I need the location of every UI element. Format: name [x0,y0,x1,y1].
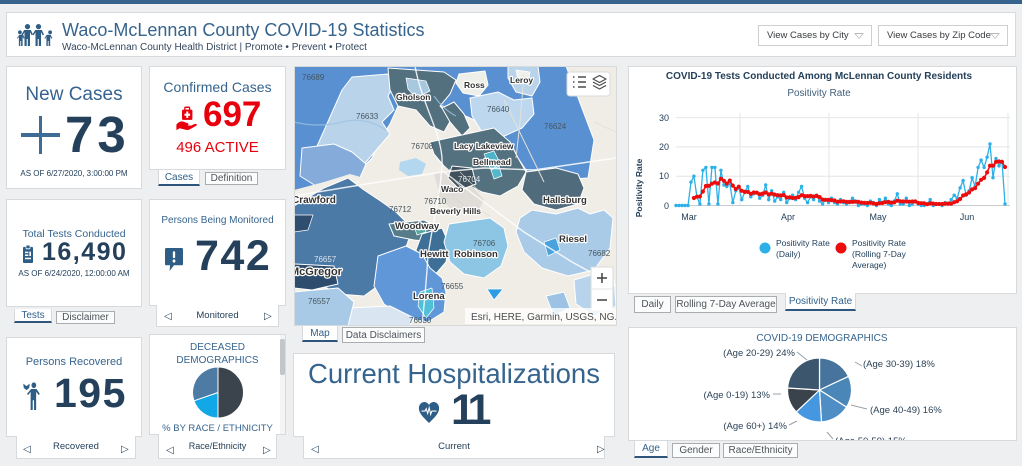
svg-text:30: 30 [659,113,669,123]
svg-text:(Age 40-49) 16%: (Age 40-49) 16% [870,405,942,416]
svg-text:76655: 76655 [441,282,464,291]
svg-text:Crawford: Crawford [294,195,336,206]
svg-text:Mar: Mar [681,212,697,222]
svg-text:COVID-19 DEMOGRAPHICS: COVID-19 DEMOGRAPHICS [756,333,887,344]
svg-text:20: 20 [659,142,669,152]
svg-text:Positivity Rate: Positivity Rate [852,238,906,248]
svg-text:Lacy Lakeview: Lacy Lakeview [454,141,514,151]
svg-text:May: May [869,212,887,222]
svg-text:10: 10 [659,171,669,181]
svg-text:COVID-19 Tests Conducted Among: COVID-19 Tests Conducted Among McLennan … [666,71,973,82]
svg-text:76633: 76633 [356,112,379,121]
svg-text:Gholson: Gholson [396,92,430,102]
svg-text:76682: 76682 [588,249,611,258]
svg-text:McGregor: McGregor [294,266,343,278]
svg-text:76704: 76704 [458,175,481,184]
svg-text:Bellmead: Bellmead [473,157,511,167]
svg-text:Hallsburg: Hallsburg [543,195,587,206]
svg-text:Ross: Ross [464,80,485,90]
svg-text:Average): Average) [852,260,887,270]
svg-text:Apr: Apr [781,212,795,222]
svg-text:Positivity Rate: Positivity Rate [787,88,851,99]
svg-text:76689: 76689 [302,73,325,82]
svg-text:(Age 20-29) 24%: (Age 20-29) 24% [723,348,795,359]
svg-text:76640: 76640 [487,105,510,114]
svg-text:Positivity Rate: Positivity Rate [634,158,644,217]
svg-text:Woodway: Woodway [395,221,440,232]
svg-text:76712: 76712 [389,205,412,214]
svg-text:76710: 76710 [424,197,447,206]
svg-text:Esri, HERE, Garmin, USGS, NG..: Esri, HERE, Garmin, USGS, NG... [471,312,617,323]
svg-text:(Age 50-59) 15%: (Age 50-59) 15% [835,436,907,440]
svg-text:76630: 76630 [409,316,432,325]
svg-text:(Daily): (Daily) [776,249,801,259]
svg-text:Jun: Jun [960,212,975,222]
svg-text:(Rolling 7-Day: (Rolling 7-Day [852,249,907,259]
svg-text:Lorena: Lorena [413,291,445,302]
svg-text:Beverly Hills: Beverly Hills [430,206,481,216]
svg-text:Riesel: Riesel [559,234,587,245]
svg-text:Positivity Rate: Positivity Rate [776,238,830,248]
svg-text:76708: 76708 [411,142,434,151]
svg-text:Waco: Waco [441,184,463,194]
svg-text:76624: 76624 [544,122,567,131]
svg-text:Leroy: Leroy [510,75,533,85]
svg-text:Robinson: Robinson [454,249,498,260]
svg-text:76657: 76657 [314,255,337,264]
svg-text:(Age 0-19) 13%: (Age 0-19) 13% [703,390,770,401]
svg-text:76557: 76557 [308,297,331,306]
svg-text:(Age 30-39) 18%: (Age 30-39) 18% [863,359,935,370]
svg-text:(Age 60+) 14%: (Age 60+) 14% [723,421,787,432]
svg-text:Hewitt: Hewitt [420,249,449,260]
svg-text:0: 0 [664,201,669,211]
svg-text:76706: 76706 [473,239,496,248]
